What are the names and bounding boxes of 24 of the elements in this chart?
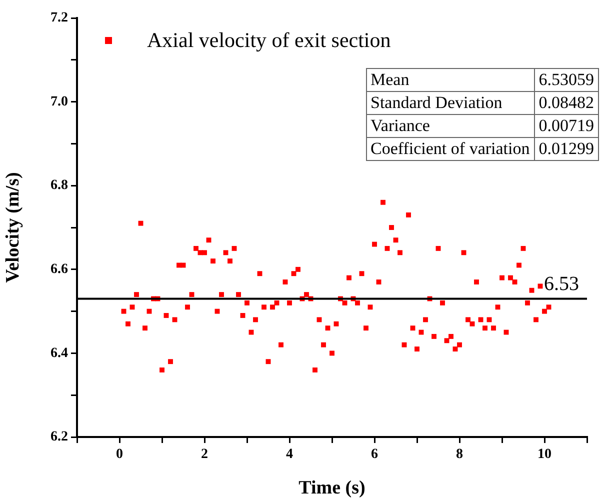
x-tick-label: 2	[201, 447, 208, 462]
x-tick-label: 8	[456, 447, 463, 462]
y-tick-label: 6.8	[50, 178, 68, 194]
annotation: Variance	[366, 114, 534, 138]
annotation: Standard Deviation	[366, 92, 534, 114]
annotation: Mean	[366, 68, 534, 92]
y-tick-label: 6.6	[50, 262, 68, 278]
x-tick-label: 4	[286, 447, 293, 462]
annotation: Coefficient of variation	[366, 138, 534, 160]
annotation: 6.53059	[534, 68, 598, 92]
x-tick-label: 0	[116, 447, 123, 462]
x-axis-title: Time (s)	[298, 478, 366, 499]
annotation: 0.01299	[534, 138, 598, 160]
y-tick-label: 7.2	[50, 10, 68, 26]
y-axis-title: Velocity (m/s)	[2, 172, 24, 283]
legend-label: Axial velocity of exit section	[147, 28, 391, 53]
ref-line-label: 6.53	[544, 272, 579, 295]
annotation: 0.08482	[534, 92, 598, 114]
annotation: 0.00719	[534, 114, 598, 138]
y-tick-label: 6.4	[50, 346, 68, 361]
x-tick-label: 10	[538, 447, 552, 462]
x-tick-label: 6	[371, 447, 378, 462]
y-tick-label: 7.0	[50, 94, 68, 110]
y-tick-label: 6.2	[50, 430, 68, 445]
